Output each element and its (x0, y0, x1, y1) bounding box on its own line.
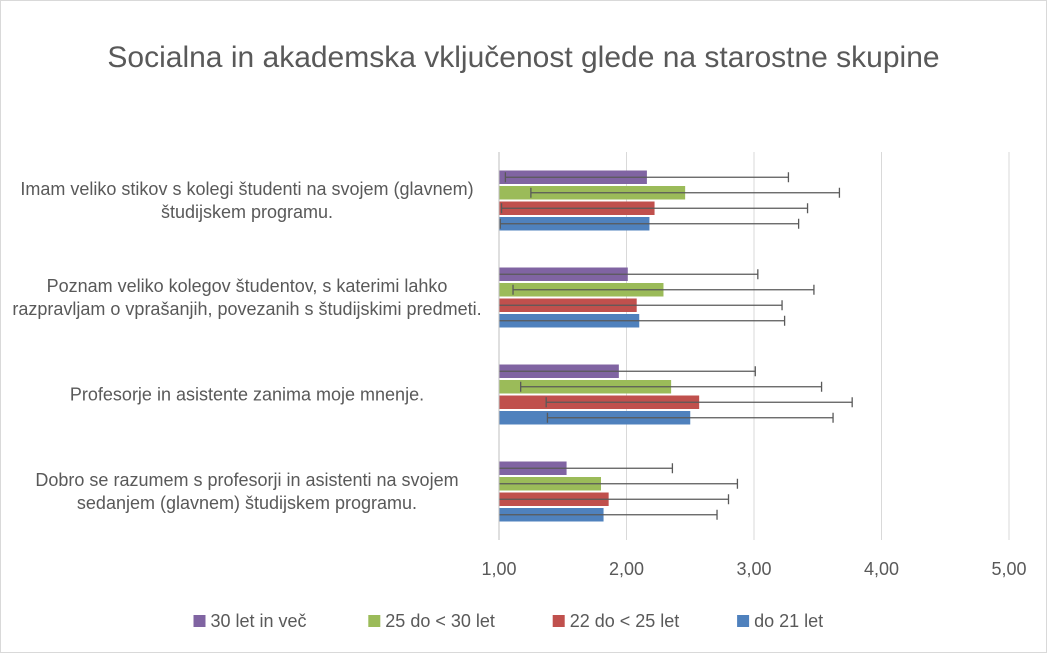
error-bar (545, 397, 853, 408)
error-bar (499, 509, 718, 520)
x-tick-label: 2,00 (609, 559, 644, 579)
error-bar (499, 300, 783, 311)
x-tick-label: 1,00 (481, 559, 516, 579)
error-bar (530, 187, 841, 198)
error-bar (520, 381, 823, 392)
legend-label: 30 let in več (211, 611, 307, 631)
x-tick-label: 3,00 (736, 559, 771, 579)
legend-swatch (368, 615, 381, 627)
legend-label: 22 do < 25 let (570, 611, 680, 631)
error-bar (499, 478, 739, 489)
x-tick-label: 5,00 (991, 559, 1026, 579)
error-bar (499, 463, 674, 474)
error-bar (499, 269, 759, 280)
legend: 30 let in več 25 do < 30 let 22 do < 25 le… (193, 611, 823, 631)
error-bar (499, 218, 800, 229)
error-bar (500, 203, 809, 214)
chart-title: Socialna in akademska vključenost glede … (107, 41, 940, 74)
x-tick-label: 4,00 (864, 559, 899, 579)
legend-label: 25 do < 30 let (385, 611, 495, 631)
error-bar (546, 412, 834, 423)
plot (499, 170, 853, 522)
legend-swatch (737, 615, 750, 627)
legend-swatch (552, 615, 565, 627)
error-bar (512, 284, 815, 295)
legend-label: do 21 let (754, 611, 823, 631)
error-bar (504, 172, 790, 183)
error-bar (499, 315, 786, 326)
category-label: Poznam veliko kolegov študentov, s kater… (12, 275, 482, 319)
category-label: Dobro se razumem s profesorji in asisten… (35, 469, 459, 513)
error-bar (499, 366, 756, 377)
category-label: Profesorje in asistente zanima moje mnen… (69, 384, 425, 404)
legend-swatch (193, 615, 206, 627)
category-label: Imam veliko stikov s kolegi študenti na … (20, 178, 474, 222)
error-bar (499, 494, 730, 505)
